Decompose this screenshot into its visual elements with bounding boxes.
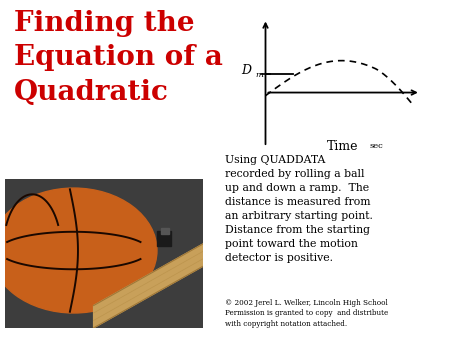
Text: m: m xyxy=(256,71,264,79)
Circle shape xyxy=(0,188,157,313)
Text: D: D xyxy=(241,64,251,77)
Text: Using QUADDATA
recorded by rolling a ball
up and down a ramp.  The
distance is m: Using QUADDATA recorded by rolling a bal… xyxy=(225,155,373,264)
Bar xyxy=(161,228,169,234)
Bar xyxy=(157,231,171,246)
Text: © 2002 Jerel L. Welker, Lincoln High School
Permission is granted to copy  and d: © 2002 Jerel L. Welker, Lincoln High Sch… xyxy=(225,299,388,328)
Text: Time: Time xyxy=(327,140,358,153)
Text: sec: sec xyxy=(369,142,383,150)
Text: Finding the
Equation of a
Quadratic: Finding the Equation of a Quadratic xyxy=(14,10,222,106)
Polygon shape xyxy=(94,239,212,328)
